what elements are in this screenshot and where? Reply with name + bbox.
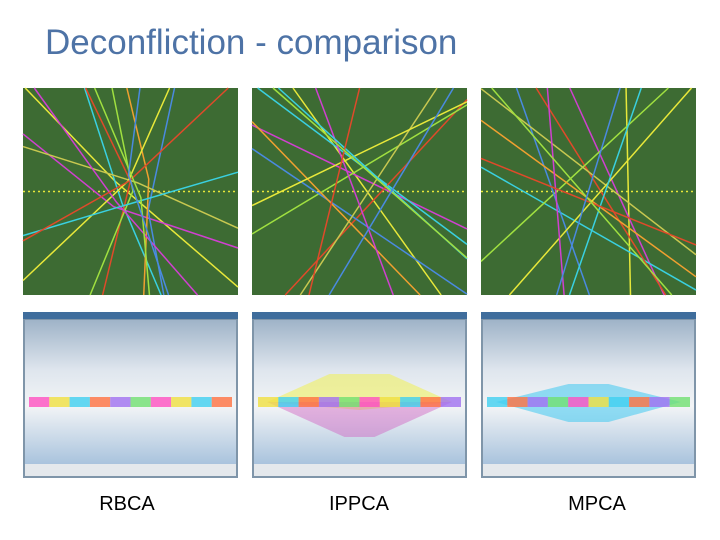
trajectory (480, 166, 697, 291)
trajectory (272, 87, 468, 259)
trajectory (515, 87, 591, 296)
traffic-band (608, 397, 630, 407)
traffic-band (130, 397, 151, 407)
trajectory (251, 101, 468, 207)
traffic-band (298, 397, 319, 407)
trajectory (127, 87, 170, 296)
traffic-band (191, 397, 212, 407)
status-bar (25, 464, 236, 476)
traffic-band (400, 397, 421, 407)
zone (267, 402, 452, 437)
traffic-band (547, 397, 569, 407)
window-titlebar (252, 312, 467, 319)
trajectory (480, 157, 697, 246)
traffic-band (49, 397, 70, 407)
traffic-band (629, 397, 650, 407)
status-bar (254, 464, 465, 476)
slide-title: Deconfliction - comparison (45, 23, 457, 62)
trajectory (22, 171, 239, 237)
trajectory (508, 87, 693, 296)
traffic-band (669, 397, 690, 407)
traffic-band (110, 397, 131, 407)
traffic-band (339, 397, 360, 407)
trajectory (546, 87, 565, 296)
trajectory (251, 121, 421, 296)
traffic-band (420, 397, 441, 407)
trajectory (89, 87, 134, 296)
caption: RBCA (99, 493, 155, 515)
traffic-band (211, 397, 232, 407)
window-titlebar (481, 312, 696, 319)
traffic-band (69, 397, 90, 407)
viewport (25, 320, 236, 464)
trajectory (22, 133, 239, 249)
traffic-band (150, 397, 172, 407)
trajectory (625, 87, 632, 296)
trajectory (568, 87, 642, 296)
traffic-band (568, 397, 589, 407)
trajectory (22, 87, 229, 242)
traffic-band (171, 397, 192, 407)
trajectory (251, 147, 468, 295)
traffic-band (440, 397, 461, 407)
traffic-band (588, 397, 609, 407)
trajectory (569, 87, 665, 296)
trajectory (284, 99, 468, 296)
trajectory (251, 124, 468, 230)
trajectory (33, 87, 199, 296)
traffic-band (278, 397, 299, 407)
trajectory (83, 87, 162, 296)
trajectory (328, 87, 455, 296)
traffic-band (649, 397, 670, 407)
bottom-panels (23, 312, 696, 478)
traffic-band (318, 397, 340, 407)
traffic-band (379, 397, 401, 407)
traffic-band (507, 397, 528, 407)
traffic-band (527, 397, 548, 407)
traffic-band (29, 397, 50, 407)
traffic-band (359, 397, 380, 407)
traffic-band (89, 397, 111, 407)
trajectory (555, 87, 621, 296)
caption: MPCA (568, 493, 626, 515)
trajectory (491, 87, 673, 296)
caption: IPPCA (329, 493, 390, 515)
trajectory (93, 87, 151, 296)
traffic-band (487, 397, 508, 407)
trajectory (480, 87, 669, 262)
traffic-band (258, 397, 279, 407)
trajectory (308, 87, 361, 296)
trajectory (22, 145, 239, 229)
trajectory (299, 87, 438, 296)
status-bar (483, 464, 694, 476)
window-titlebar (23, 312, 238, 319)
trajectory (314, 87, 394, 296)
top-panels (22, 87, 697, 296)
